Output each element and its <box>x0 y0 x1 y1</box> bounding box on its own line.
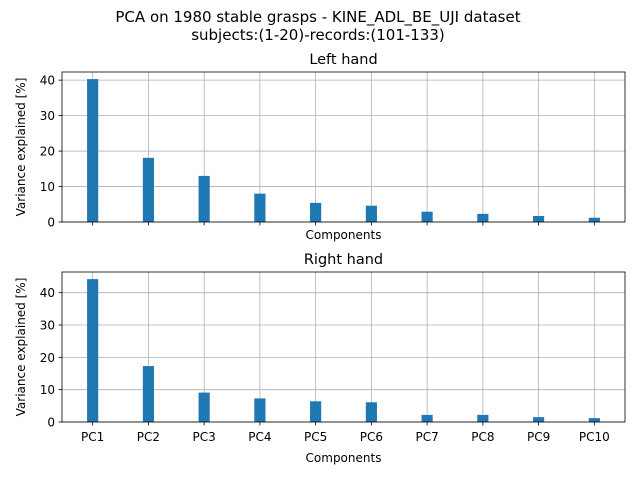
right-hand-bar-PC2 <box>142 366 154 422</box>
left-hand-bar-PC8 <box>477 213 489 222</box>
left-hand-title: Left hand <box>309 52 377 68</box>
right-hand-bar-PC8 <box>477 414 489 422</box>
right-hand-title: Right hand <box>304 252 383 268</box>
right-hand-xtick-label-PC1: PC1 <box>81 430 104 444</box>
left-hand-ytick-label-0: 0 <box>47 216 55 230</box>
right-hand-xtick-label-PC7: PC7 <box>415 430 438 444</box>
left-hand-bar-PC10 <box>588 217 600 222</box>
left-hand-bar-PC7 <box>421 211 433 222</box>
left-hand-ytick-label-40: 40 <box>40 74 55 88</box>
left-hand-bar-PC5 <box>310 202 322 222</box>
right-hand-ytick-label-40: 40 <box>40 286 55 300</box>
left-hand-chart: 0 10 20 30 40 Left hand Components Variance exp… <box>14 52 626 242</box>
left-hand-bar-PC2 <box>142 157 154 222</box>
left-hand-ytick-label-10: 10 <box>40 180 55 194</box>
right-hand-axes-frame <box>61 271 626 423</box>
right-hand-xtick-label-PC10: PC10 <box>579 430 610 444</box>
right-hand-xtick-label-PC2: PC2 <box>137 430 160 444</box>
right-hand-bar-PC10 <box>588 418 600 422</box>
right-hand-ytick-label-0: 0 <box>47 416 55 430</box>
right-hand-xlabel: Components <box>306 451 382 465</box>
left-hand-axes-frame <box>61 71 626 223</box>
right-hand-ylabel: Variance explained [%] <box>14 278 28 417</box>
right-hand-bar-PC9 <box>533 417 545 422</box>
right-hand-xtick-label-PC4: PC4 <box>248 430 271 444</box>
left-hand-bar-PC1 <box>87 79 99 223</box>
right-hand-bar-PC7 <box>421 414 433 422</box>
right-hand-xtick-label-PC5: PC5 <box>304 430 327 444</box>
right-hand-xtick-label-PC3: PC3 <box>193 430 216 444</box>
right-hand-bar-PC6 <box>365 402 377 422</box>
figure-title-line1: PCA on 1980 stable grasps - KINE_ADL_BE_… <box>115 8 520 27</box>
right-hand-ytick-label-10: 10 <box>40 383 55 397</box>
left-hand-ylabel: Variance explained [%] <box>14 78 28 217</box>
left-hand-bar-PC6 <box>365 205 377 222</box>
left-hand-bar-PC3 <box>198 175 210 222</box>
right-hand-ytick-label-30: 30 <box>40 319 55 333</box>
right-hand-xtick-label-PC6: PC6 <box>360 430 383 444</box>
right-hand-chart: 0 10 20 30 40 PC1 PC2 PC3 PC4 PC5 PC6 PC7 PC8 PC9 PC10… <box>14 252 626 465</box>
left-hand-ytick-label-20: 20 <box>40 145 55 159</box>
right-hand-bar-PC5 <box>310 401 322 422</box>
right-hand-xtick-label-PC9: PC9 <box>527 430 550 444</box>
figure-title-line2: subjects:(1-20)-records:(101-133) <box>191 26 445 44</box>
left-hand-bar-PC9 <box>533 215 545 222</box>
right-hand-bar-PC3 <box>198 392 210 422</box>
right-hand-bar-PC1 <box>87 279 99 422</box>
right-hand-ytick-label-20: 20 <box>40 351 55 365</box>
left-hand-ytick-label-30: 30 <box>40 109 55 123</box>
right-hand-bar-PC4 <box>254 398 266 422</box>
left-hand-bar-PC4 <box>254 193 266 222</box>
right-hand-xtick-label-PC8: PC8 <box>471 430 494 444</box>
left-hand-xlabel: Components <box>306 228 382 242</box>
